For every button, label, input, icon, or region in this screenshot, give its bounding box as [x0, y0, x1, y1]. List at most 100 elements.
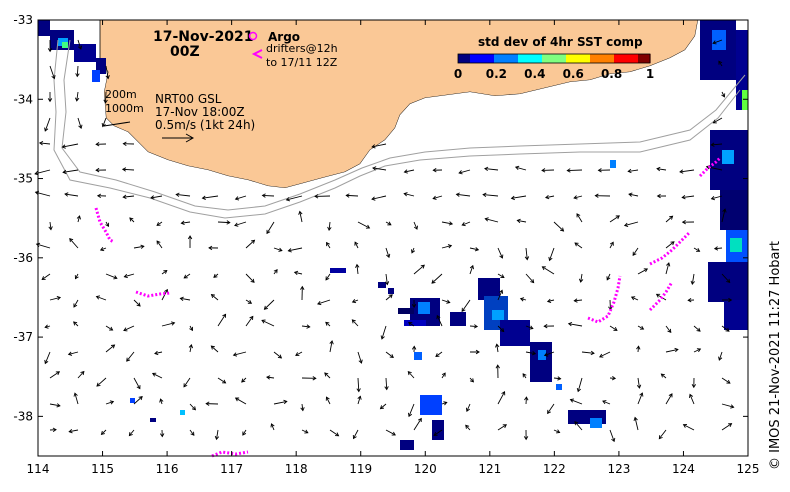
current-arrow [627, 168, 639, 174]
current-arrow [213, 273, 219, 278]
current-arrow [242, 429, 247, 436]
colorbar-segment [538, 54, 543, 63]
current-arrow [433, 429, 443, 436]
current-arrow [553, 429, 561, 434]
current-arrow [371, 143, 387, 149]
lat-tick-label: -34 [13, 92, 33, 106]
current-arrow [325, 396, 331, 405]
current-arrow [61, 143, 79, 149]
current-arrow [301, 429, 309, 434]
current-arrow [461, 299, 471, 313]
colorbar-segment [610, 54, 615, 63]
colorbar-tick-label: 0.8 [601, 67, 622, 81]
current-arrow [159, 429, 165, 438]
current-arrow [665, 325, 672, 334]
current-arrow [721, 91, 726, 98]
current-arrow [205, 401, 219, 406]
current-arrow [68, 429, 79, 434]
current-arrow [609, 429, 616, 443]
current-arrow [245, 273, 255, 283]
drifter-label: drifters@12h [266, 42, 338, 55]
current-arrow [241, 377, 247, 383]
current-arrow [469, 264, 475, 275]
colorbar-segment [466, 54, 471, 63]
current-arrow [628, 192, 639, 197]
current-arrow [547, 403, 555, 415]
current-arrow [469, 349, 480, 355]
current-arrow [581, 350, 595, 356]
current-arrow [329, 429, 340, 437]
current-arrow [609, 325, 618, 331]
current-arrow [574, 242, 583, 249]
current-arrow [408, 321, 415, 327]
current-arrow [122, 194, 135, 200]
current-vectors [34, 39, 735, 443]
current-arrow [441, 244, 453, 249]
current-arrow [73, 392, 79, 405]
current-arrow [77, 39, 83, 50]
colorbar-segment [578, 54, 583, 63]
current-arrow [606, 273, 611, 281]
colorbar-segment [482, 54, 487, 63]
colorbar-segment [554, 54, 559, 63]
current-arrow [96, 193, 107, 199]
current-arrow [301, 324, 311, 329]
current-arrow [432, 167, 443, 173]
colorbar-segment [562, 54, 567, 63]
current-arrow [413, 417, 422, 431]
current-arrow [497, 424, 507, 431]
lon-tick-label: 121 [478, 462, 501, 476]
current-arrow [234, 195, 247, 201]
credit-text: © IMOS 21-Nov-2021 11:27 Hobart [768, 241, 783, 470]
current-arrow [441, 299, 451, 304]
current-arrow [432, 195, 443, 200]
current-arrow [713, 246, 723, 251]
current-arrow [356, 377, 361, 393]
current-arrow [455, 192, 471, 197]
current-arrow [105, 344, 116, 353]
colorbar-segment [470, 54, 475, 63]
argo-label: Argo [268, 30, 300, 44]
current-arrow [298, 210, 303, 223]
current-arrow [44, 324, 51, 329]
current-arrow [103, 91, 108, 104]
colorbar-tick-label: 0.4 [524, 67, 545, 81]
colorbar-segment [514, 54, 519, 63]
colorbar-segment [594, 54, 599, 63]
current-arrow [123, 325, 135, 332]
current-arrow [154, 350, 163, 356]
colorbar-segment [630, 54, 635, 63]
current-arrow [718, 60, 723, 67]
current-arrow [159, 398, 164, 405]
current-arrow [301, 376, 317, 381]
current-arrow [441, 401, 448, 406]
current-arrow [495, 364, 500, 379]
colorbar-segment [458, 54, 463, 63]
current-arrow [261, 319, 275, 327]
product-time: 17-Nov 18:00Z [155, 105, 245, 119]
current-arrow [497, 325, 505, 333]
current-arrow [712, 117, 723, 124]
current-arrow [718, 351, 723, 361]
lat-tick-label: -35 [13, 172, 33, 186]
current-arrow [541, 168, 555, 173]
current-arrow [352, 429, 359, 440]
current-arrow [266, 375, 275, 380]
colorbar-segment [574, 54, 579, 63]
current-arrow [403, 169, 415, 174]
current-arrow [573, 195, 583, 200]
colorbar-segment [530, 54, 535, 63]
current-arrow [47, 39, 53, 53]
current-arrow [497, 289, 504, 301]
map-hour: 00Z [170, 44, 200, 60]
scale-label: 0.5m/s (1kt 24h) [155, 118, 255, 132]
current-arrow [48, 221, 53, 231]
colorbar-segment [498, 54, 503, 63]
lon-tick-label: 125 [737, 462, 760, 476]
current-arrow [75, 65, 80, 78]
scale-arrow [162, 133, 195, 143]
lat-tick-label: -38 [13, 409, 33, 423]
sst-data-patches [38, 20, 748, 450]
current-arrow [326, 241, 331, 249]
current-arrow [105, 221, 110, 228]
